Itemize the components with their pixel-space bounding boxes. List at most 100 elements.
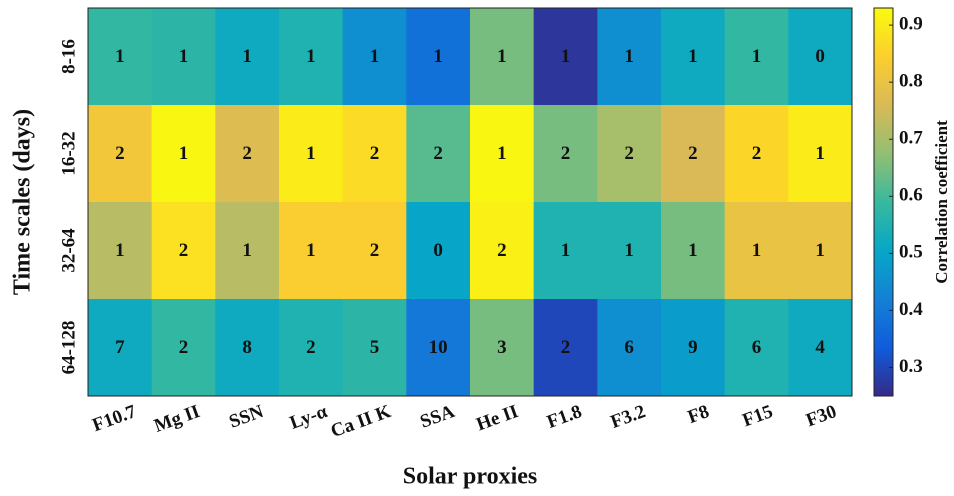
cell-label: 2 bbox=[688, 143, 698, 164]
cell-label: 1 bbox=[624, 46, 634, 67]
cell-label: 2 bbox=[561, 143, 571, 164]
cell bbox=[661, 202, 726, 300]
cell-label: 1 bbox=[115, 240, 125, 261]
y-tick-label: 64-128 bbox=[58, 321, 79, 375]
x-tick-label: Ly-α bbox=[287, 401, 330, 434]
cell-label: 7 bbox=[115, 337, 125, 358]
plot-frame bbox=[87, 7, 853, 397]
cell-label: 1 bbox=[370, 46, 380, 67]
cell-label: 1 bbox=[688, 46, 698, 67]
cell-label: 1 bbox=[688, 240, 698, 261]
cell-label: 1 bbox=[815, 240, 825, 261]
cell bbox=[597, 105, 662, 203]
cell bbox=[215, 299, 280, 397]
cell bbox=[406, 8, 471, 106]
cell bbox=[724, 299, 789, 397]
cell-label: 2 bbox=[115, 143, 125, 164]
x-tick-label: SSA bbox=[417, 401, 457, 433]
cell-label: 1 bbox=[306, 240, 316, 261]
cell bbox=[215, 202, 280, 300]
x-tick-label: F1.8 bbox=[544, 401, 584, 433]
cell bbox=[342, 202, 407, 300]
cell bbox=[215, 8, 280, 106]
cell-label: 0 bbox=[815, 46, 825, 67]
y-tick-label: 16-32 bbox=[58, 131, 79, 175]
cell-label: 10 bbox=[429, 337, 448, 358]
cell-label: 1 bbox=[561, 46, 571, 67]
cell-label: 3 bbox=[497, 337, 507, 358]
cell bbox=[151, 105, 216, 203]
cell-label: 4 bbox=[815, 337, 825, 358]
cell bbox=[724, 105, 789, 203]
x-tick-label: Ca II K bbox=[328, 401, 394, 442]
cell bbox=[533, 202, 598, 300]
cell-label: 2 bbox=[179, 337, 189, 358]
cell-label: 1 bbox=[306, 143, 316, 164]
cell bbox=[88, 202, 153, 300]
cell bbox=[151, 8, 216, 106]
cell-label: 1 bbox=[306, 46, 316, 67]
cell bbox=[788, 202, 853, 300]
y-tick-label: 32-64 bbox=[58, 228, 79, 273]
cell bbox=[151, 202, 216, 300]
cell-label: 2 bbox=[433, 143, 443, 164]
cell bbox=[88, 8, 153, 106]
colorbar-tick-label: 0.7 bbox=[899, 128, 923, 149]
x-tick-label: F30 bbox=[803, 401, 839, 431]
y-tick-label: 8-16 bbox=[58, 39, 79, 74]
cell bbox=[470, 105, 535, 203]
cell bbox=[661, 299, 726, 397]
colorbar-tick-label: 0.4 bbox=[899, 299, 923, 320]
cell bbox=[279, 105, 344, 203]
cell bbox=[406, 105, 471, 203]
x-tick-label: F15 bbox=[740, 401, 776, 431]
cell bbox=[215, 105, 280, 203]
cell-label: 1 bbox=[752, 46, 762, 67]
cell bbox=[470, 299, 535, 397]
cell-label: 1 bbox=[115, 46, 125, 67]
cell bbox=[724, 8, 789, 106]
cell bbox=[279, 202, 344, 300]
cell bbox=[88, 105, 153, 203]
cell-label: 9 bbox=[688, 337, 698, 358]
colorbar bbox=[873, 7, 894, 397]
colorbar-title: Correlation coefficient bbox=[932, 120, 951, 284]
cell-label: 1 bbox=[242, 240, 252, 261]
cell bbox=[788, 299, 853, 397]
cell-label: 1 bbox=[242, 46, 252, 67]
cell-label: 1 bbox=[561, 240, 571, 261]
cell-label: 1 bbox=[433, 46, 443, 67]
cell-label: 2 bbox=[561, 337, 571, 358]
cell bbox=[151, 299, 216, 397]
cell bbox=[661, 8, 726, 106]
cell-label: 2 bbox=[179, 240, 189, 261]
cell bbox=[342, 105, 407, 203]
cell bbox=[470, 8, 535, 106]
cell bbox=[724, 202, 789, 300]
cell-label: 6 bbox=[752, 337, 762, 358]
cell bbox=[597, 299, 662, 397]
cell-label: 1 bbox=[497, 143, 507, 164]
x-tick-label: Mg II bbox=[151, 401, 202, 437]
x-tick-label: F8 bbox=[685, 401, 712, 428]
cell bbox=[788, 8, 853, 106]
cell-label: 8 bbox=[242, 337, 252, 358]
cell bbox=[279, 8, 344, 106]
cell-label: 1 bbox=[179, 143, 189, 164]
cell bbox=[788, 105, 853, 203]
cell bbox=[533, 8, 598, 106]
cell bbox=[279, 299, 344, 397]
cell bbox=[533, 105, 598, 203]
cell bbox=[661, 105, 726, 203]
y-axis-title: Time scales (days) bbox=[10, 109, 36, 295]
cell bbox=[533, 299, 598, 397]
x-tick-label: SSN bbox=[226, 401, 266, 433]
cell bbox=[470, 202, 535, 300]
cell-label: 1 bbox=[624, 240, 634, 261]
cell-label: 2 bbox=[624, 143, 634, 164]
cell-label: 1 bbox=[815, 143, 825, 164]
cell bbox=[406, 299, 471, 397]
x-tick-label: He II bbox=[474, 401, 521, 435]
x-axis-title: Solar proxies bbox=[403, 464, 537, 490]
cell-label: 2 bbox=[497, 240, 507, 261]
